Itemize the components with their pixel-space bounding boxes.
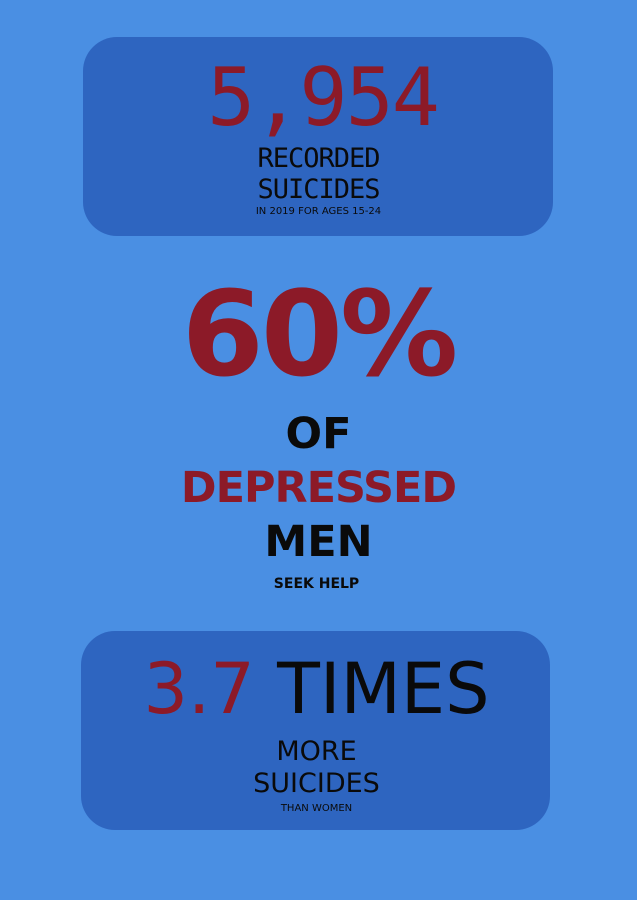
stat1-label-line1: RECORDED (257, 143, 380, 174)
stat-card-times-more (81, 631, 550, 830)
stat2-label-line3: MEN (264, 517, 373, 567)
stat3-label-line1: MORE (276, 736, 357, 767)
stat1-number: 5,954 (207, 51, 440, 144)
stat3-label-line2: SUICIDES (253, 768, 380, 799)
stat2-number: 60% (181, 265, 458, 403)
stat2-label-line2: DEPRESSED (180, 463, 457, 513)
stat3-note: THAN WOMEN (280, 803, 353, 814)
stat3-headline: 3.7 TIMES (0, 654, 635, 724)
stat1-label-line2: SUICIDES (257, 174, 380, 205)
stat1-note: IN 2019 FOR AGES 15-24 (255, 206, 382, 217)
stat-card-suicides-2019 (83, 37, 553, 236)
stat3-number: 3.7 (143, 648, 255, 730)
stat3-unit: TIMES (277, 648, 490, 730)
stat2-label-line1: OF (285, 409, 352, 459)
stat2-note: SEEK HELP (273, 576, 360, 592)
